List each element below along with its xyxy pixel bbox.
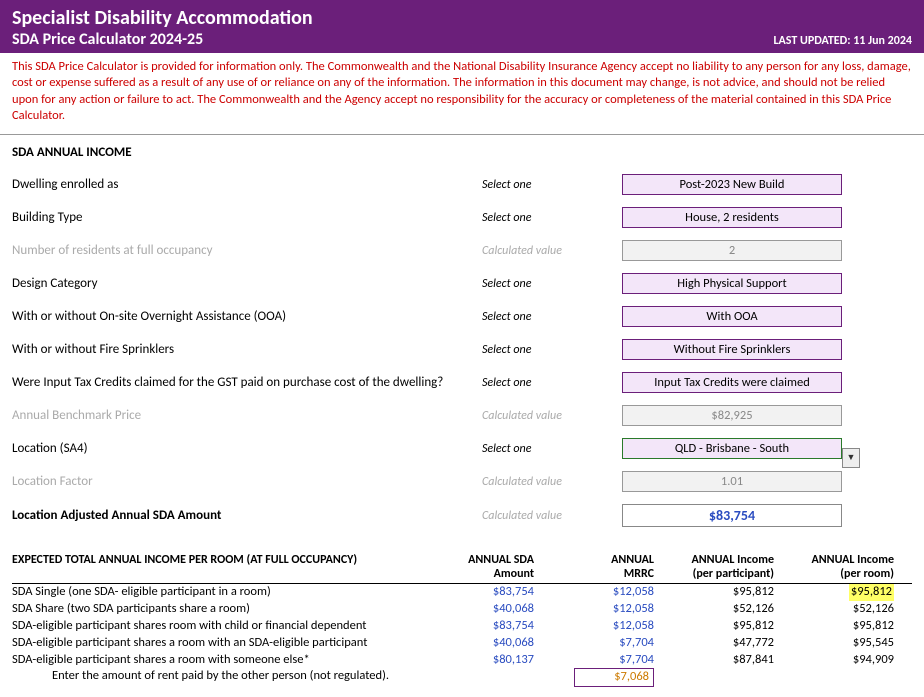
select-ooa[interactable]: With OOA [622, 306, 842, 327]
table-row: SDA-eligible participant shares room wit… [12, 618, 912, 635]
label-location: Location (SA4) [12, 441, 482, 456]
select-building[interactable]: House, 2 residents [622, 207, 842, 228]
label-building: Building Type [12, 210, 482, 225]
rent-input[interactable]: $7,068 [574, 668, 654, 687]
label-dwelling: Dwelling enrolled as [12, 177, 482, 192]
rent-label: Enter the amount of rent paid by the oth… [12, 668, 422, 687]
label-benchmark: Annual Benchmark Price [12, 408, 482, 423]
disclaimer-text: This SDA Price Calculator is provided fo… [0, 53, 924, 135]
select-fire[interactable]: Without Fire Sprinklers [622, 339, 842, 360]
header: Specialist Disability Accommodation SDA … [0, 0, 924, 53]
select-design[interactable]: High Physical Support [622, 273, 842, 294]
label-adjusted: Location Adjusted Annual SDA Amount [12, 508, 482, 523]
table-row: SDA-eligible participant shares a room w… [12, 652, 912, 669]
last-updated: LAST UPDATED: 11 Jun 2024 [773, 34, 912, 48]
calc-benchmark: $82,925 [622, 405, 842, 426]
label-locfactor: Location Factor [12, 474, 482, 489]
select-gst[interactable]: Input Tax Credits were claimed [622, 372, 842, 393]
table-title: EXPECTED TOTAL ANNUAL INCOME PER ROOM (A… [12, 553, 422, 581]
calc-residents: 2 [622, 240, 842, 261]
table-row: SDA Share (two SDA participants share a … [12, 601, 912, 618]
table-row: SDA-eligible participant shares a room w… [12, 635, 912, 652]
table-row: SDA Single (one SDA- eligible participan… [12, 584, 912, 601]
label-fire: With or without Fire Sprinklers [12, 342, 482, 357]
label-design: Design Category [12, 276, 482, 291]
label-gst: Were Input Tax Credits claimed for the G… [12, 375, 482, 390]
select-location[interactable]: QLD - Brisbane - South [622, 438, 842, 459]
select-dwelling[interactable]: Post-2023 New Build [622, 174, 842, 195]
dropdown-icon[interactable]: ▼ [842, 448, 860, 468]
label-ooa: With or without On-site Overnight Assist… [12, 309, 482, 324]
section-title-income: SDA ANNUAL INCOME [12, 145, 912, 160]
label-residents: Number of residents at full occupancy [12, 243, 482, 258]
page-subtitle: SDA Price Calculator 2024-25 [12, 30, 203, 49]
income-table: EXPECTED TOTAL ANNUAL INCOME PER ROOM (A… [0, 539, 924, 697]
hint-select: Select one [482, 178, 622, 192]
page-title: Specialist Disability Accommodation [12, 6, 912, 30]
calc-locfactor: 1.01 [622, 471, 842, 492]
calc-adjusted: $83,754 [622, 504, 842, 527]
